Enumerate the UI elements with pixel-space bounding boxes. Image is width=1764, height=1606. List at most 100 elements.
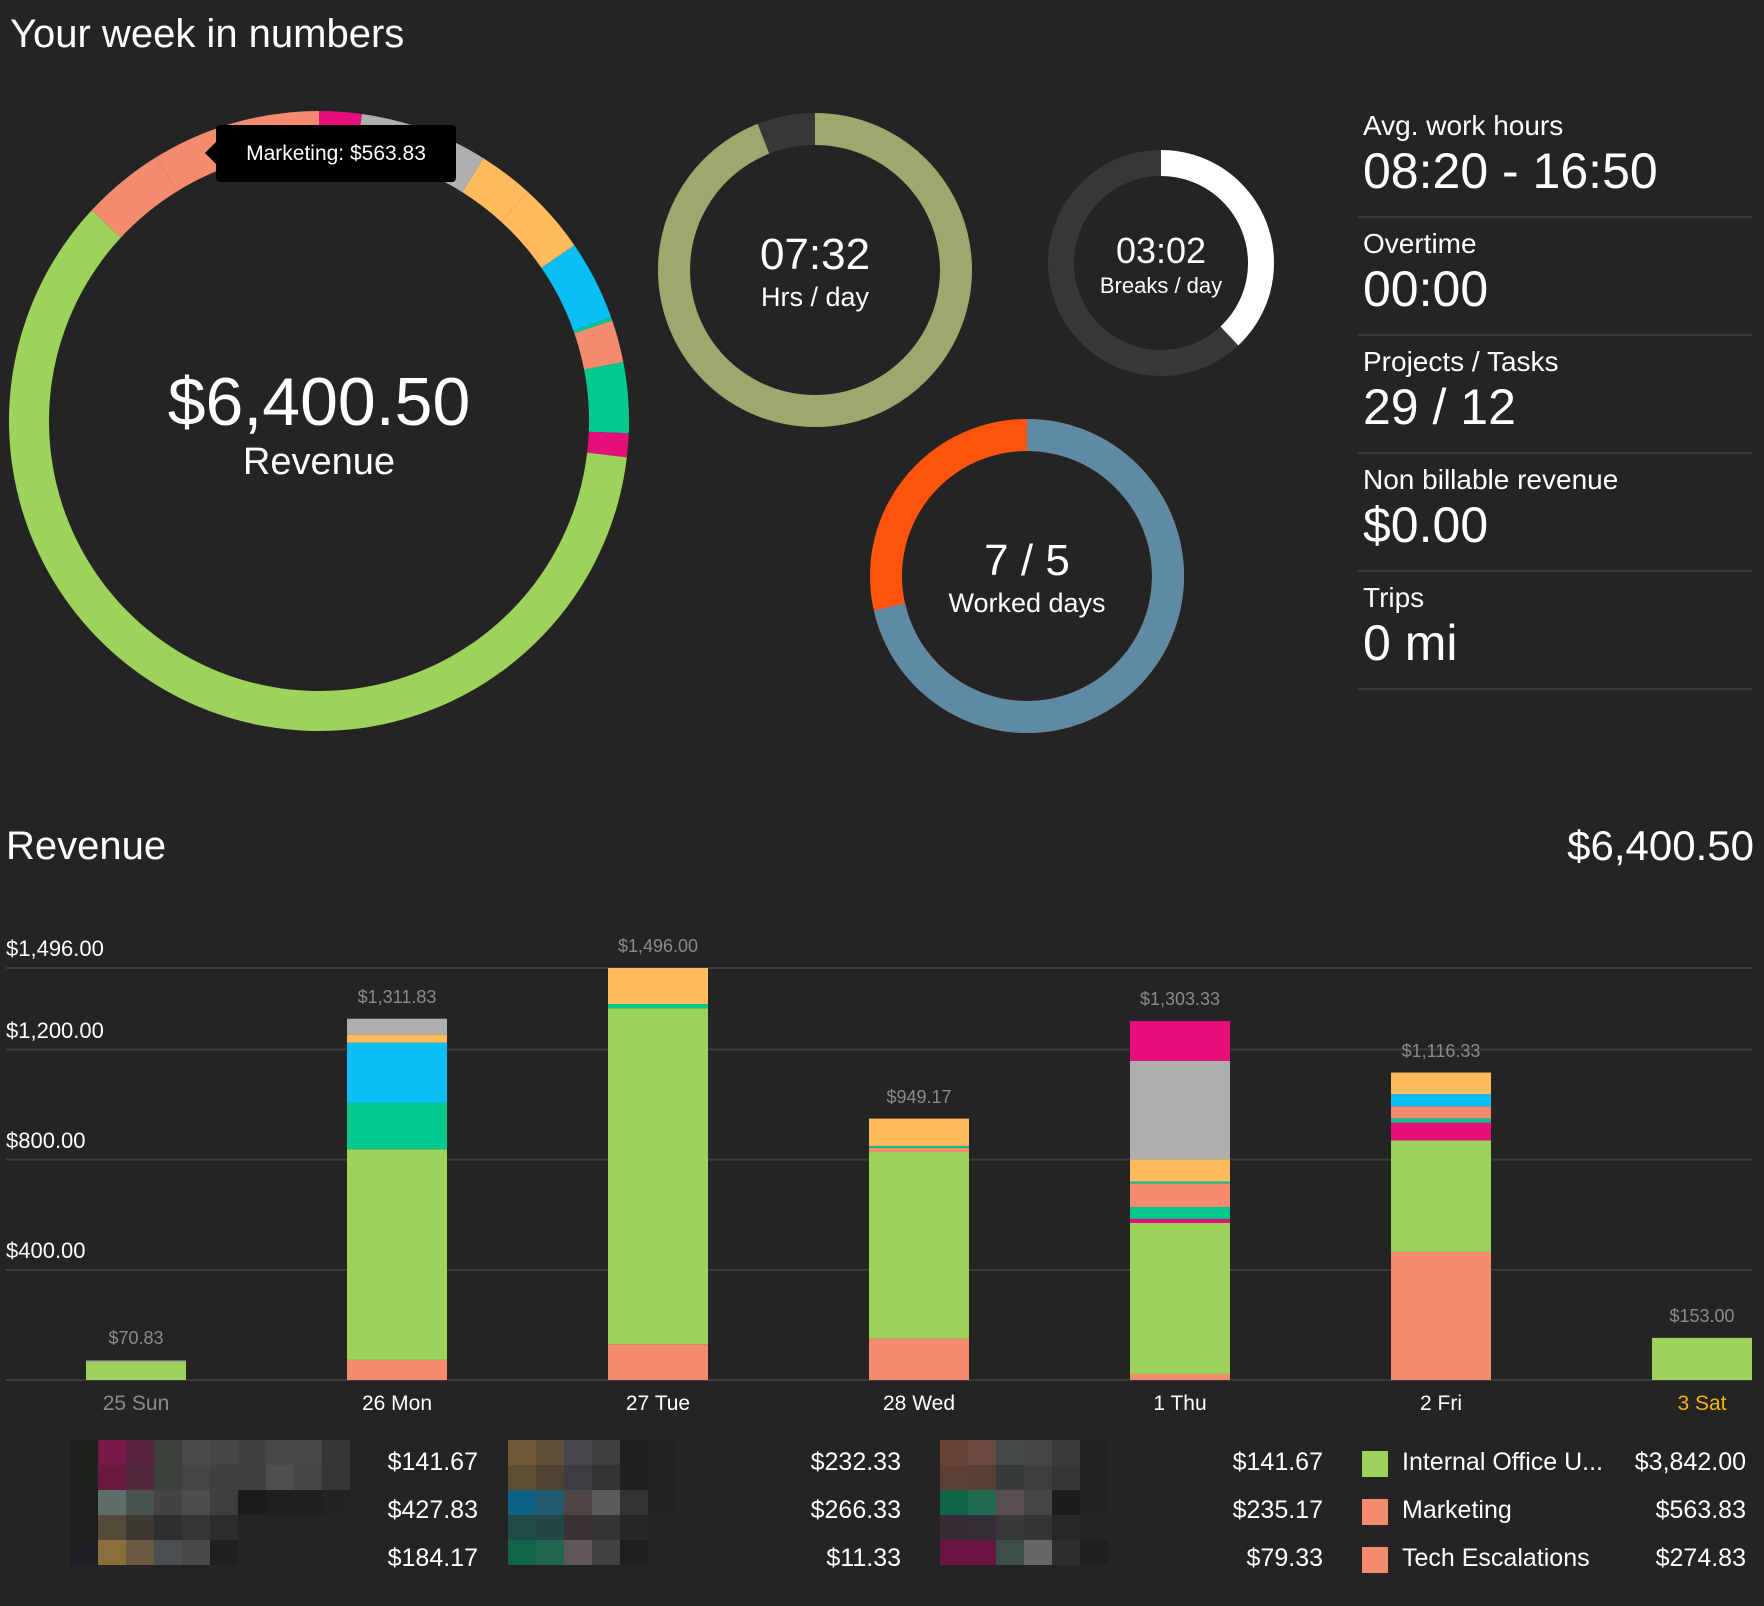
bar-segment[interactable] xyxy=(608,968,708,1005)
legend-swatch xyxy=(1362,1547,1388,1573)
bar-segment[interactable] xyxy=(1391,1072,1491,1095)
stat-value: 00:00 xyxy=(1363,261,1489,317)
stat-label: Trips xyxy=(1363,582,1425,613)
stat-projects-tasks: Projects / Tasks 29 / 12 xyxy=(1358,346,1752,454)
bar-segment[interactable] xyxy=(608,1008,708,1345)
x-tick-label: 26 Mon xyxy=(361,1392,433,1415)
bar-segment[interactable] xyxy=(1130,1021,1230,1061)
hours-ring xyxy=(658,113,972,427)
bar-segment[interactable] xyxy=(869,1151,969,1339)
legend-label[interactable]: Tech Escalations xyxy=(1402,1544,1590,1572)
bar-segment[interactable] xyxy=(869,1145,969,1148)
stat-non-billable: Non billable revenue $0.00 xyxy=(1358,464,1752,572)
legend-value: $274.83 xyxy=(1655,1544,1746,1572)
donut-slice[interactable] xyxy=(587,431,629,458)
bar-total-label: $153.00 xyxy=(1669,1305,1735,1326)
bar-segment[interactable] xyxy=(1391,1140,1491,1252)
bar-segment[interactable] xyxy=(1391,1118,1491,1123)
hours-label: Hrs / day xyxy=(760,282,870,312)
x-tick-label: 27 Tue xyxy=(625,1392,691,1415)
bar-segment[interactable] xyxy=(1130,1181,1230,1184)
bar-segment[interactable] xyxy=(1130,1223,1230,1374)
worked-days-value: 7 / 5 xyxy=(984,536,1070,585)
donut-slice[interactable] xyxy=(584,362,629,434)
bar-segment[interactable] xyxy=(1652,1337,1752,1380)
y-tick-label: $800.00 xyxy=(6,1127,86,1153)
legend-label[interactable]: Marketing xyxy=(1402,1496,1512,1524)
legend-swatch xyxy=(1362,1451,1388,1477)
revenue-section-total: $6,400.50 xyxy=(1567,822,1754,869)
legend-swatch xyxy=(1362,1499,1388,1525)
hours-value: 07:32 xyxy=(759,230,871,279)
stat-value: $0.00 xyxy=(1363,497,1489,553)
redacted-legend-labels xyxy=(508,1440,676,1565)
bar-segment[interactable] xyxy=(1130,1218,1230,1224)
stat-label: Overtime xyxy=(1363,228,1477,259)
bar-segment[interactable] xyxy=(1391,1094,1491,1107)
stat-value: 0 mi xyxy=(1363,615,1458,671)
stat-label: Projects / Tasks xyxy=(1363,346,1559,377)
breaks-ring-center: 03:02 Breaks / day xyxy=(1100,230,1222,300)
bar-segment[interactable] xyxy=(347,1034,447,1043)
legend-value: $141.67 xyxy=(387,1448,478,1476)
bar-segment[interactable] xyxy=(347,1018,447,1035)
stat-value: 29 / 12 xyxy=(1363,379,1516,435)
revenue-donut-center: $6,400.50 Revenue xyxy=(168,364,471,484)
donut-slice[interactable] xyxy=(541,245,612,331)
x-tick-label: 3 Sat xyxy=(1677,1392,1727,1415)
breaks-ring xyxy=(1048,150,1274,376)
breaks-ring-progress xyxy=(1048,150,1274,376)
bar-segment[interactable] xyxy=(86,1360,186,1362)
donut-slice[interactable] xyxy=(462,158,528,222)
bar-segment[interactable] xyxy=(1130,1183,1230,1208)
hours-ring-progress xyxy=(658,113,972,427)
y-tick-label: $400.00 xyxy=(6,1237,86,1263)
bar-segment[interactable] xyxy=(1391,1251,1491,1380)
bar-total-label: $949.17 xyxy=(886,1086,952,1107)
stat-avg-work-hours: Avg. work hours 08:20 - 16:50 xyxy=(1358,110,1752,218)
worked-days-ring-progress xyxy=(870,419,1184,733)
bar-segment[interactable] xyxy=(347,1149,447,1360)
bar-segment[interactable] xyxy=(347,1042,447,1103)
donut-slice[interactable] xyxy=(573,317,613,334)
legend-value: $266.33 xyxy=(810,1496,901,1524)
x-tick-label: 28 Wed xyxy=(883,1392,955,1415)
x-tick-label: 1 Thu xyxy=(1153,1392,1207,1415)
bar-segment[interactable] xyxy=(1130,1159,1230,1182)
bar-segment[interactable] xyxy=(1130,1373,1230,1380)
breaks-value: 03:02 xyxy=(1115,230,1207,271)
hours-ring-center: 07:32 Hrs / day xyxy=(760,230,870,314)
bar-total-label: $70.83 xyxy=(108,1328,164,1349)
bar-total-label: $1,311.83 xyxy=(357,986,437,1007)
x-tick-label: 2 Fri xyxy=(1420,1392,1462,1415)
bar-segment[interactable] xyxy=(869,1338,969,1380)
legend-value: $427.83 xyxy=(387,1496,478,1524)
legend-label[interactable]: Internal Office U... xyxy=(1402,1448,1604,1476)
legend-value: $3,842.00 xyxy=(1634,1448,1746,1476)
donut-slice[interactable] xyxy=(8,210,627,732)
bar-segment[interactable] xyxy=(869,1118,969,1146)
bar-segment[interactable] xyxy=(1130,1060,1230,1160)
bar-segment[interactable] xyxy=(86,1361,186,1380)
stat-label: Non billable revenue xyxy=(1363,464,1619,495)
bar-segment[interactable] xyxy=(347,1359,447,1380)
redacted-legend-labels xyxy=(940,1440,1108,1565)
bar-segment[interactable] xyxy=(608,1004,708,1009)
worked-days-center: 7 / 5 Worked days xyxy=(948,536,1105,620)
stat-trips: Trips 0 mi xyxy=(1358,582,1752,690)
bar-segment[interactable] xyxy=(347,1102,447,1150)
stat-label: Avg. work hours xyxy=(1363,110,1564,141)
legend-value: $79.33 xyxy=(1246,1544,1323,1572)
bar-segment[interactable] xyxy=(869,1147,969,1152)
donut-slice[interactable] xyxy=(574,320,624,370)
bar-segment[interactable] xyxy=(1130,1207,1230,1219)
bar-total-label: $1,303.33 xyxy=(1139,989,1221,1010)
legend-value: $11.33 xyxy=(826,1544,901,1572)
donut-slice[interactable] xyxy=(91,157,178,238)
donut-slice[interactable] xyxy=(501,192,575,268)
page-title: Your week in numbers xyxy=(10,12,405,56)
bar-segment[interactable] xyxy=(1391,1106,1491,1119)
bar-segment[interactable] xyxy=(1391,1122,1491,1141)
bar-segment[interactable] xyxy=(608,1344,708,1380)
